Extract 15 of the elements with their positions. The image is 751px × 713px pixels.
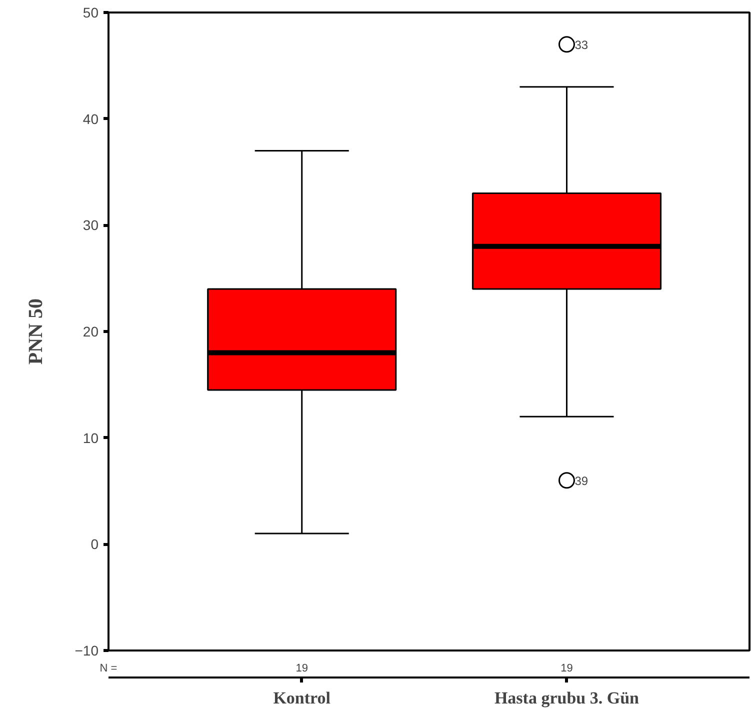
y-tick-label: 10 [82, 430, 99, 446]
text: 19 [560, 662, 573, 674]
annotation: 33 [574, 38, 588, 52]
y-tick-label: 50 [82, 4, 99, 20]
x-tick-label: Kontrol [273, 688, 331, 708]
y-tick-label: 0 [90, 536, 99, 552]
y-tick-label: 40 [82, 110, 99, 127]
y-tick-label: 20 [82, 324, 99, 340]
y-tick-label: 30 [82, 217, 99, 234]
x-tick-label: Hasta grubu 3. Gün [494, 688, 640, 708]
y-axis-title: PNN 50 [24, 298, 47, 365]
text: 19 [296, 662, 308, 674]
annotation: 39 [574, 474, 588, 488]
y-tick-label: −10 [74, 642, 99, 658]
text: N = [100, 662, 118, 674]
